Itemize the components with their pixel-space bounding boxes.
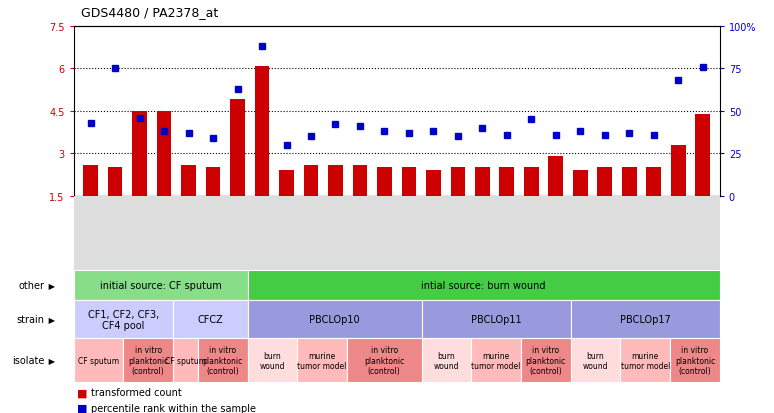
Text: initial source: CF sputum: initial source: CF sputum	[100, 280, 221, 291]
Bar	[573, 171, 587, 196]
Text: intial source: burn wound: intial source: burn wound	[421, 280, 546, 291]
Bar	[671, 145, 686, 196]
Bar	[108, 168, 122, 196]
Text: in vitro
planktonic
(control): in vitro planktonic (control)	[675, 346, 715, 375]
Bar	[695, 114, 710, 196]
Text: murine
tumor model: murine tumor model	[621, 351, 670, 370]
Text: percentile rank within the sample: percentile rank within the sample	[91, 403, 256, 413]
Bar	[303, 165, 318, 196]
Text: murine
tumor model: murine tumor model	[471, 351, 521, 370]
Bar	[402, 168, 416, 196]
Text: in vitro
planktonic
(control): in vitro planktonic (control)	[203, 346, 243, 375]
Text: burn
wound: burn wound	[583, 351, 608, 370]
Text: CF1, CF2, CF3,
CF4 pool: CF1, CF2, CF3, CF4 pool	[87, 309, 159, 330]
Text: ▶: ▶	[46, 281, 55, 290]
Text: PBCLOp11: PBCLOp11	[471, 315, 522, 325]
Bar	[622, 168, 636, 196]
Bar	[279, 171, 294, 196]
Text: ▶: ▶	[46, 356, 55, 365]
Bar	[598, 168, 612, 196]
Text: CF sputum: CF sputum	[165, 356, 206, 365]
Bar	[475, 168, 490, 196]
Text: GDS4480 / PA2378_at: GDS4480 / PA2378_at	[81, 6, 218, 19]
Bar	[132, 112, 147, 196]
Text: burn
wound: burn wound	[259, 351, 285, 370]
Text: ■: ■	[77, 387, 88, 397]
Text: CFCZ: CFCZ	[197, 315, 223, 325]
Text: in vitro
planktonic
(control): in vitro planktonic (control)	[526, 346, 566, 375]
Bar	[157, 112, 172, 196]
Bar	[524, 168, 539, 196]
Text: transformed count: transformed count	[91, 387, 182, 397]
Text: CF sputum: CF sputum	[78, 356, 119, 365]
Text: in vitro
planktonic
(control): in vitro planktonic (control)	[364, 346, 404, 375]
Text: burn
wound: burn wound	[433, 351, 459, 370]
Bar	[206, 168, 221, 196]
Text: isolate: isolate	[12, 355, 44, 366]
Bar	[426, 171, 440, 196]
Text: ▶: ▶	[46, 315, 55, 324]
Bar	[377, 168, 392, 196]
Bar	[84, 165, 98, 196]
Text: murine
tumor model: murine tumor model	[297, 351, 347, 370]
Bar	[181, 165, 196, 196]
Bar	[646, 168, 661, 196]
Bar	[499, 168, 514, 196]
Bar	[353, 165, 368, 196]
Text: PBCLOp17: PBCLOp17	[620, 315, 670, 325]
Text: other: other	[18, 280, 44, 291]
Text: strain: strain	[16, 315, 44, 325]
Bar	[549, 157, 563, 196]
Bar	[230, 100, 245, 196]
Text: in vitro
planktonic
(control): in vitro planktonic (control)	[128, 346, 168, 375]
Bar	[328, 165, 343, 196]
Bar	[255, 66, 269, 196]
Bar	[450, 168, 465, 196]
Text: PBCLOp10: PBCLOp10	[310, 315, 360, 325]
Text: ■: ■	[77, 403, 88, 413]
